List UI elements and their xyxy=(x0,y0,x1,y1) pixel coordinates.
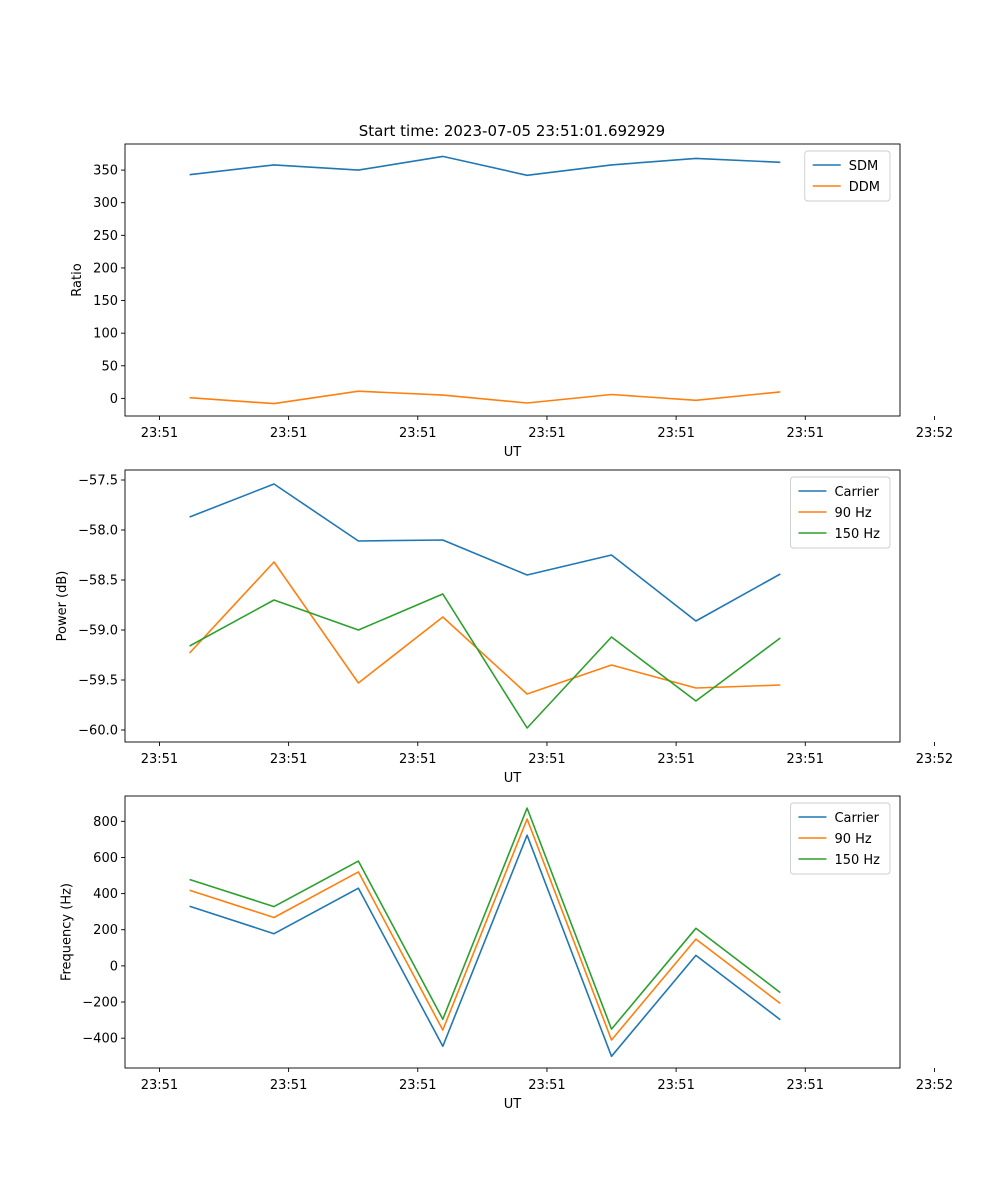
y-tick-label: 100 xyxy=(93,327,118,342)
x-tick-label: 23:51 xyxy=(399,1078,436,1093)
x-tick-label: 23:52 xyxy=(916,752,953,767)
x-tick-label: 23:52 xyxy=(916,426,953,441)
y-tick-label: −59.0 xyxy=(78,624,118,639)
y-tick-label: 400 xyxy=(93,887,118,902)
y-tick-label: 250 xyxy=(93,229,118,244)
x-tick-label: 23:51 xyxy=(270,426,307,441)
y-axis-label: Frequency (Hz) xyxy=(59,883,74,981)
legend-box xyxy=(790,802,891,875)
series-line-carrier xyxy=(189,483,781,622)
legend-label-90-hz: 90 Hz xyxy=(834,832,871,847)
y-axis-label: Power (dB) xyxy=(55,571,70,642)
x-tick-label: 23:51 xyxy=(141,426,178,441)
x-tick-label: 23:51 xyxy=(528,752,565,767)
x-tick-label: 23:51 xyxy=(399,426,436,441)
x-tick-label: 23:51 xyxy=(787,752,824,767)
y-tick-label: 800 xyxy=(93,815,118,830)
frequency-panel: 23:51 23:51 23:51 23:51 23:51 23:51 23:52 −400 −… xyxy=(59,795,953,1112)
x-tick-label: 23:51 xyxy=(270,1078,307,1093)
axes-frame xyxy=(124,795,901,1069)
y-tick-label: 300 xyxy=(93,196,118,211)
series-line-90-hz xyxy=(189,818,781,1041)
axes-frame xyxy=(124,469,901,743)
legend-label-150-hz: 150 Hz xyxy=(834,853,880,868)
series-line-150-hz xyxy=(189,593,781,729)
y-tick-label: −57.5 xyxy=(78,474,118,489)
y-tick-label: −400 xyxy=(82,1032,118,1047)
legend: SDM DDM xyxy=(804,150,891,202)
x-tick-label: 23:51 xyxy=(399,752,436,767)
y-tick-label: 200 xyxy=(93,261,118,276)
y-tick-label: 200 xyxy=(93,923,118,938)
y-tick-label: 600 xyxy=(93,851,118,866)
series-line-carrier xyxy=(189,834,781,1058)
x-tick-label: 23:52 xyxy=(916,1078,953,1093)
y-tick-label: 50 xyxy=(101,359,118,374)
legend-label-carrier: Carrier xyxy=(834,811,879,826)
legend-label-150-hz: 150 Hz xyxy=(834,527,880,542)
y-tick-label: 0 xyxy=(110,959,118,974)
figure-title: Start time: 2023-07-05 23:51:01.692929 xyxy=(359,122,665,140)
x-tick-label: 23:51 xyxy=(787,1078,824,1093)
y-tick-label: −60.0 xyxy=(78,724,118,739)
x-tick-label: 23:51 xyxy=(528,426,565,441)
x-tick-label: 23:51 xyxy=(657,752,694,767)
y-tick-label: −59.5 xyxy=(78,674,118,689)
y-tick-label: 0 xyxy=(110,392,118,407)
legend: Carrier 90 Hz 150 Hz xyxy=(790,802,891,875)
series-line-ddm xyxy=(189,390,781,405)
axes-frame xyxy=(124,143,901,417)
series-line-sdm xyxy=(189,155,781,177)
x-axis-label: UT xyxy=(504,1097,522,1112)
x-tick-label: 23:51 xyxy=(141,752,178,767)
y-tick-label: −200 xyxy=(82,996,118,1011)
x-tick-label: 23:51 xyxy=(528,1078,565,1093)
legend-box xyxy=(790,476,891,549)
x-tick-label: 23:51 xyxy=(141,1078,178,1093)
series-line-150-hz xyxy=(189,807,781,1030)
x-tick-label: 23:51 xyxy=(657,426,694,441)
y-tick-label: 350 xyxy=(93,164,118,179)
power-panel: 23:51 23:51 23:51 23:51 23:51 23:51 23:52 −60.0… xyxy=(55,469,953,786)
x-tick-label: 23:51 xyxy=(657,1078,694,1093)
y-axis-label: Ratio xyxy=(70,263,85,296)
x-axis-label: UT xyxy=(504,771,522,786)
legend-label-90-hz: 90 Hz xyxy=(834,506,871,521)
legend-label-sdm: SDM xyxy=(849,159,878,174)
series-line-90-hz xyxy=(189,561,781,695)
x-tick-label: 23:51 xyxy=(787,426,824,441)
ratio-panel: 23:51 23:51 23:51 23:51 23:51 23:51 23:52 0 50 10… xyxy=(70,143,953,460)
legend-box xyxy=(804,150,891,202)
x-tick-label: 23:51 xyxy=(270,752,307,767)
legend-label-ddm: DDM xyxy=(849,180,880,195)
x-axis-label: UT xyxy=(504,445,522,460)
y-tick-label: −58.5 xyxy=(78,574,118,589)
legend-label-carrier: Carrier xyxy=(834,485,879,500)
y-tick-label: 150 xyxy=(93,294,118,309)
y-tick-label: −58.0 xyxy=(78,524,118,539)
legend: Carrier 90 Hz 150 Hz xyxy=(790,476,891,549)
